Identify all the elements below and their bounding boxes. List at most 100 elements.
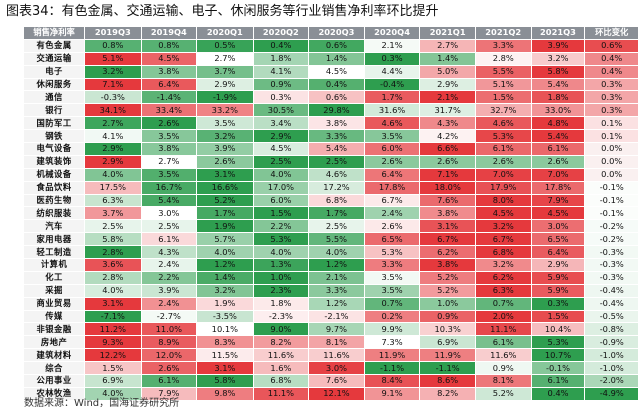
margin-cell: 2.8% — [475, 52, 532, 66]
margin-cell: 3.1% — [196, 361, 254, 376]
qoq-change-cell: 0.3% — [584, 78, 639, 92]
qoq-change-cell: -2.0% — [584, 374, 639, 388]
margin-cell: 0.4% — [253, 39, 310, 53]
margin-cell: 3.8% — [419, 258, 476, 272]
margin-cell: 9.7% — [308, 322, 365, 337]
margin-cell: -0.1% — [531, 361, 586, 376]
qoq-change-cell: -0.2% — [584, 219, 639, 234]
margin-cell: 3.9% — [196, 142, 254, 156]
margin-cell: 29.8% — [308, 103, 365, 118]
margin-cell: -1.1% — [364, 361, 421, 376]
margin-cell: 6.8% — [253, 374, 310, 388]
margin-cell: 3.8% — [141, 65, 198, 79]
qoq-change-cell: 0.0% — [584, 142, 639, 156]
row-industry-label: 化工 — [24, 271, 86, 285]
margin-cell: 2.5% — [141, 219, 198, 234]
margin-cell: 2.6% — [475, 155, 532, 169]
margin-cell: 4.6% — [308, 168, 365, 182]
margin-cell: 31.7% — [419, 103, 476, 118]
margin-cell: 10.3% — [419, 322, 476, 337]
margin-cell: 8.0% — [475, 194, 532, 208]
margin-cell: 11.6% — [475, 348, 532, 363]
qoq-change-cell: -1.0% — [584, 348, 639, 363]
margin-cell: 5.8% — [196, 374, 254, 388]
margin-cell: 3.5% — [141, 168, 198, 182]
margin-cell: 8.4% — [364, 374, 421, 388]
margin-cell: 2.6% — [141, 361, 198, 376]
qoq-change-cell: 0.1% — [584, 129, 639, 144]
row-industry-label: 交通运输 — [24, 52, 86, 66]
margin-cell: 1.7% — [196, 206, 254, 221]
margin-cell: 3.1% — [196, 168, 254, 182]
margin-cell: 11.1% — [253, 387, 310, 401]
margin-cell: 1.5% — [475, 90, 532, 105]
margin-cell: 17.2% — [308, 181, 365, 195]
margin-cell: 10.7% — [531, 348, 586, 363]
margin-cell: 2.7% — [141, 155, 198, 169]
table-row: 综合 1.5% 2.6% 3.1% 1.6% 3.0% -1.1% -1.1% 0.9% -0.1… — [24, 361, 639, 376]
margin-cell: 11.6% — [253, 348, 310, 363]
margin-cell: 4.0% — [196, 245, 254, 260]
margin-cell: 6.1% — [141, 232, 198, 247]
row-industry-label: 汽车 — [24, 219, 86, 234]
qoq-change-cell: -0.3% — [584, 258, 639, 272]
margin-cell: 5.8% — [531, 65, 586, 79]
margin-cell: 4.3% — [141, 245, 198, 260]
margin-cell: 4.0% — [253, 245, 310, 260]
margin-cell: 2.5% — [84, 219, 142, 234]
margin-cell: 1.8% — [253, 52, 310, 66]
row-industry-label: 电子 — [24, 65, 86, 79]
margin-cell: 8.1% — [475, 374, 532, 388]
margin-cell: 5.4% — [531, 129, 586, 144]
table-row: 化工 2.8% 2.2% 1.4% 1.0% 2.1% 3.5% 5.2% 6.2% 5.9% -0… — [24, 271, 639, 285]
margin-cell: 9.0% — [253, 322, 310, 337]
margin-cell: 0.3% — [253, 90, 310, 105]
margin-cell: 4.0% — [308, 245, 365, 260]
margin-cell: 6.6% — [419, 142, 476, 156]
margin-cell: 5.2% — [475, 387, 532, 401]
table-row: 通信 -0.3% -1.4% -1.9% 0.3% 0.6% 1.7% 2.1% 1.5% 1.8… — [24, 90, 639, 105]
table-row: 轻工制造 2.8% 4.3% 4.0% 4.0% 4.0% 5.3% 6.2% 6.8% 6.4%… — [24, 245, 639, 260]
margin-cell: 8.2% — [253, 335, 310, 350]
margin-cell: 1.4% — [196, 271, 254, 285]
margin-cell: 2.5% — [253, 155, 310, 169]
margin-cell: 4.1% — [84, 129, 142, 144]
margin-cell: 9.1% — [364, 387, 421, 401]
margin-cell: 11.5% — [196, 348, 254, 363]
table-row: 纺织服装 3.7% 3.0% 1.7% 1.5% 1.7% 2.4% 3.8% 4.5% 4.5%… — [24, 206, 639, 221]
margin-cell: 6.7% — [475, 232, 532, 247]
margin-cell: 0.8% — [84, 39, 142, 53]
margin-cell: 0.9% — [253, 78, 310, 92]
row-industry-label: 非银金融 — [24, 322, 86, 337]
qoq-change-cell: -0.8% — [584, 322, 639, 337]
margin-cell: 3.8% — [419, 206, 476, 221]
qoq-change-cell: -1.0% — [584, 361, 639, 376]
margin-cell: 10.4% — [531, 322, 586, 337]
row-industry-label: 食品饮料 — [24, 181, 86, 195]
qoq-change-cell: -0.5% — [584, 310, 639, 324]
margin-cell: 5.9% — [531, 271, 586, 285]
margin-cell: 8.3% — [196, 335, 254, 350]
margin-cell: 7.9% — [141, 387, 198, 401]
margin-cell: -7.1% — [84, 310, 142, 324]
margin-cell: 5.9% — [531, 284, 586, 298]
margin-cell: 3.2% — [196, 284, 254, 298]
margin-cell: 2.5% — [308, 219, 365, 234]
margin-cell: 8.2% — [419, 387, 476, 401]
margin-cell: 0.6% — [308, 90, 365, 105]
table-row: 电子 3.2% 3.8% 3.7% 4.1% 4.5% 4.4% 5.0% 5.5% 5.8% 0.… — [24, 65, 639, 79]
margin-cell: -1.1% — [419, 361, 476, 376]
margin-cell: 2.8% — [84, 245, 142, 260]
margin-cell: 5.8% — [84, 232, 142, 247]
margin-cell: 3.7% — [196, 65, 254, 79]
margin-cell: 1.7% — [364, 90, 421, 105]
table-row: 汽车 2.5% 2.5% 1.9% 2.2% 2.5% 2.6% 3.1% 3.2% 3.0% -0… — [24, 219, 639, 234]
margin-cell: 2.1% — [364, 39, 421, 53]
table-header-row: 销售净利率 2019Q3 2019Q4 2020Q1 2020Q2 2020Q3 2020… — [24, 27, 639, 40]
margin-cell: 2.6% — [364, 219, 421, 234]
margin-cell: 3.5% — [364, 129, 421, 144]
margin-cell: 2.8% — [84, 271, 142, 285]
margin-cell: 2.7% — [196, 52, 254, 66]
margin-cell: -1.4% — [141, 90, 198, 105]
margin-cell: 5.7% — [196, 232, 254, 247]
